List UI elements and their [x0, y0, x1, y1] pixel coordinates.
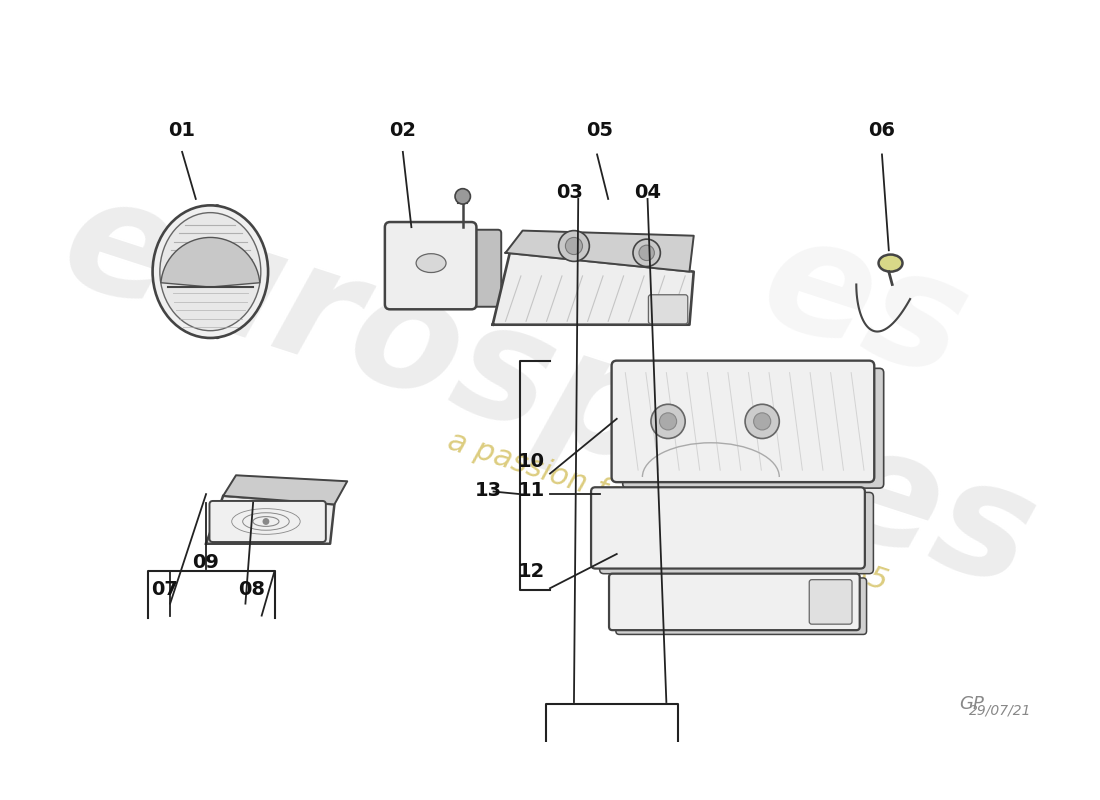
Text: eurospares: eurospares [44, 162, 1053, 622]
FancyBboxPatch shape [591, 487, 865, 569]
Circle shape [263, 518, 270, 525]
Polygon shape [206, 496, 334, 544]
FancyBboxPatch shape [385, 222, 476, 310]
Text: a passion for parts since 1985: a passion for parts since 1985 [444, 426, 892, 596]
Polygon shape [506, 230, 694, 272]
FancyBboxPatch shape [612, 361, 874, 482]
Circle shape [660, 413, 676, 430]
Polygon shape [223, 475, 348, 504]
Circle shape [639, 245, 654, 261]
Text: 09: 09 [192, 553, 220, 572]
Text: 02: 02 [389, 121, 416, 140]
Circle shape [565, 238, 583, 254]
FancyBboxPatch shape [616, 578, 867, 634]
Ellipse shape [206, 206, 229, 338]
FancyBboxPatch shape [810, 580, 853, 624]
Wedge shape [161, 238, 260, 287]
Circle shape [632, 239, 660, 266]
Circle shape [559, 230, 590, 262]
FancyBboxPatch shape [648, 294, 688, 324]
Text: 29/07/21: 29/07/21 [969, 704, 1032, 718]
FancyBboxPatch shape [623, 368, 883, 488]
Text: 12: 12 [518, 562, 544, 581]
Ellipse shape [153, 206, 268, 338]
Polygon shape [493, 253, 694, 325]
FancyBboxPatch shape [609, 574, 860, 630]
Text: 10: 10 [518, 452, 544, 471]
Text: 01: 01 [168, 121, 196, 140]
Ellipse shape [160, 213, 261, 330]
Ellipse shape [879, 254, 902, 272]
Text: 13: 13 [475, 481, 502, 500]
Ellipse shape [416, 254, 446, 273]
Circle shape [455, 189, 471, 204]
Text: GP: GP [959, 695, 983, 713]
Text: 04: 04 [634, 183, 661, 202]
Circle shape [651, 404, 685, 438]
FancyBboxPatch shape [600, 493, 873, 574]
FancyBboxPatch shape [209, 501, 326, 542]
Text: 03: 03 [557, 183, 583, 202]
Circle shape [745, 404, 779, 438]
Text: 11: 11 [518, 481, 544, 500]
Text: 06: 06 [869, 121, 895, 140]
Circle shape [754, 413, 771, 430]
FancyBboxPatch shape [419, 230, 502, 306]
Text: 08: 08 [238, 581, 265, 599]
Text: 07: 07 [152, 581, 178, 599]
Text: es: es [744, 201, 986, 411]
Text: 05: 05 [586, 121, 613, 140]
